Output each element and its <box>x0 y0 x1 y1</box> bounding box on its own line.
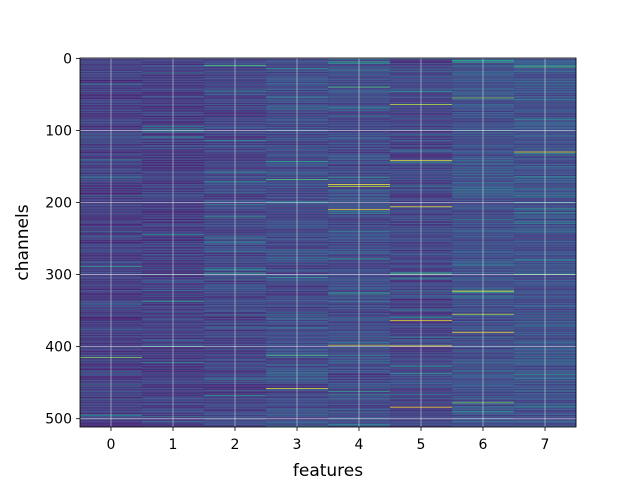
heatmap-cells <box>80 58 577 428</box>
y-axis-label: channels <box>13 204 33 280</box>
y-axis: 0 100 200 300 400 500 <box>45 51 80 428</box>
y-tick-label: 400 <box>45 340 72 356</box>
gridlines <box>80 57 576 427</box>
x-tick-label: 3 <box>293 437 302 453</box>
x-tick-label: 1 <box>169 437 178 453</box>
x-tick-label: 7 <box>541 437 550 453</box>
y-tick-label: 300 <box>45 268 72 284</box>
x-axis: 0 1 2 3 4 5 6 7 <box>107 427 550 453</box>
y-tick-label: 200 <box>45 196 72 212</box>
x-tick-label: 2 <box>231 437 240 453</box>
x-tick-label: 4 <box>355 437 364 453</box>
y-tick-label: 0 <box>63 51 72 67</box>
x-axis-label: features <box>293 461 363 480</box>
x-tick-label: 5 <box>417 437 426 453</box>
x-tick-label: 6 <box>479 437 488 453</box>
y-tick-label: 100 <box>45 123 72 139</box>
plot-frame <box>79 57 577 428</box>
y-tick-label: 500 <box>45 412 72 428</box>
x-tick-label: 0 <box>107 437 116 453</box>
